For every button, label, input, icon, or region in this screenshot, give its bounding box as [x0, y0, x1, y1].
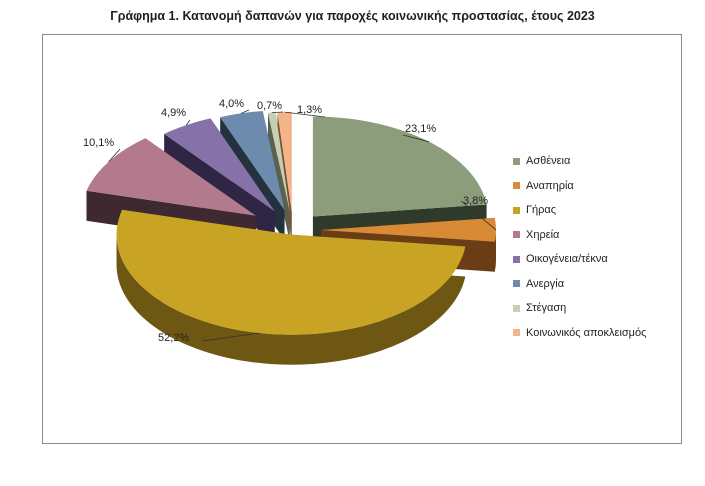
data-label: 1,3% — [297, 104, 322, 116]
data-label: 4,0% — [219, 98, 244, 110]
pie-slice — [267, 112, 290, 213]
leader-line — [402, 134, 430, 143]
data-label: 10,1% — [83, 137, 114, 149]
legend-item: Οικογένεια/τέκνα — [513, 247, 705, 272]
legend-label: Χηρεία — [526, 228, 560, 241]
legend-swatch — [513, 231, 520, 239]
legend-item: Ανεργία — [513, 272, 705, 297]
leader-line — [108, 148, 121, 163]
legend-swatch — [513, 329, 520, 337]
legend-swatch — [513, 157, 520, 165]
leader-line — [460, 200, 497, 231]
pie-slice — [320, 217, 496, 242]
legend-item: Χηρεία — [513, 223, 705, 248]
pie-slice — [277, 112, 292, 213]
legend-label: Κοινωνικός αποκλεισμός — [526, 326, 647, 339]
data-label: 0,7% — [257, 100, 282, 112]
legend-label: Ασθένεια — [526, 155, 571, 168]
legend-item: Κοινωνικός αποκλεισμός — [513, 321, 705, 346]
pie-top-layer — [86, 111, 496, 335]
data-label: 52,2% — [158, 332, 189, 344]
leader-line — [202, 332, 260, 342]
pie-slice — [116, 209, 466, 335]
pie-slice — [164, 118, 275, 212]
legend-label: Οικογένεια/τέκνα — [526, 253, 608, 266]
data-label: 3,8% — [463, 195, 488, 207]
leader-line — [284, 111, 326, 118]
leader-line — [185, 119, 191, 126]
pie-slice — [312, 116, 487, 217]
data-label: 23,1% — [405, 123, 436, 135]
legend: Ασθένεια Αναπηρία Γήρας Χηρεία Οικογένεια/τέ… — [513, 149, 705, 345]
legend-label: Γήρας — [526, 204, 557, 217]
legend-item: Στέγαση — [513, 296, 705, 321]
pie-slice — [220, 111, 285, 211]
chart-title: Γράφημα 1. Κατανομή δαπανών για παροχές … — [110, 9, 595, 23]
legend-swatch — [513, 280, 520, 288]
legend-item: Γήρας — [513, 198, 705, 223]
pie-slice-side — [312, 116, 487, 247]
chart-area: 23,1% 3,8% 52,2% 10,1% 4,9% 4,0% 0,7% 1,3% Ασθέ… — [42, 34, 682, 444]
pie-slice — [86, 138, 256, 216]
legend-swatch — [513, 182, 520, 190]
leader-line-layer — [108, 109, 497, 342]
data-label: 4,9% — [161, 107, 186, 119]
pie-chart: 23,1% 3,8% 52,2% 10,1% 4,9% 4,0% 0,7% 1,3% — [83, 98, 497, 365]
legend-label: Στέγαση — [526, 302, 567, 315]
legend-swatch — [513, 304, 520, 312]
leader-line — [271, 111, 284, 114]
legend-label: Ανεργία — [526, 277, 565, 290]
legend-item: Ασθένεια — [513, 149, 705, 174]
legend-label: Αναπηρία — [526, 179, 574, 192]
legend-swatch — [513, 206, 520, 214]
legend-swatch — [513, 255, 520, 263]
leader-line — [240, 109, 250, 114]
data-label-layer: 23,1% 3,8% 52,2% 10,1% 4,9% 4,0% 0,7% 1,3% — [83, 98, 488, 344]
legend-item: Αναπηρία — [513, 174, 705, 199]
